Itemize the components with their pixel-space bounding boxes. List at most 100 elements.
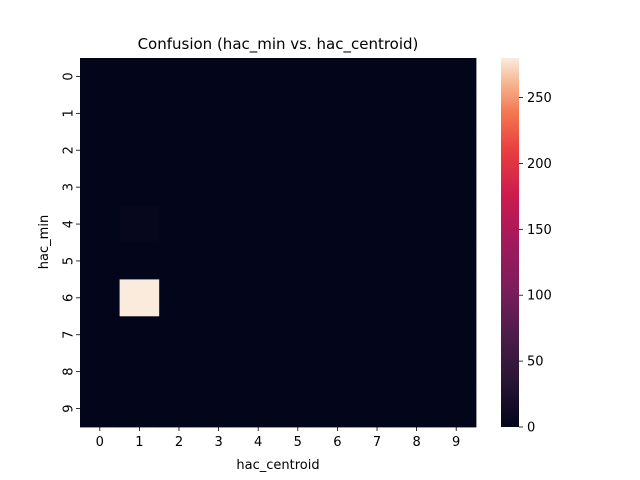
heatmap-cell [278, 353, 318, 391]
heatmap-cell [119, 94, 160, 133]
heatmap-cell [119, 242, 160, 280]
colorbar-tick-label: 150 [527, 223, 552, 238]
heatmap-cell [436, 242, 477, 280]
heatmap-cell [436, 279, 477, 317]
heatmap-cell [119, 316, 160, 354]
heatmap-cell [436, 205, 477, 243]
heatmap-cell [317, 353, 358, 391]
heatmap-cell [357, 316, 398, 354]
y-tick-label: 6 [62, 294, 77, 302]
heatmap-cell [159, 131, 200, 170]
heatmap-cell [278, 205, 318, 243]
heatmap-cell [317, 390, 358, 428]
colorbar-tick-label: 200 [527, 157, 552, 172]
heatmap-cell [159, 58, 200, 96]
heatmap-cell [119, 390, 160, 428]
heatmap-cell [238, 353, 279, 391]
heatmap-cell [80, 316, 120, 354]
heatmap-cell [198, 168, 239, 206]
heatmap-cell [436, 168, 477, 206]
heatmap-cell [317, 205, 358, 243]
x-tick-label: 4 [254, 435, 262, 450]
heatmap-cell [80, 205, 120, 243]
heatmap-cell [238, 94, 279, 133]
y-tick-label: 3 [62, 183, 77, 191]
heatmap-cell [396, 316, 437, 354]
heatmap-cell [317, 58, 358, 96]
heatmap-cell [396, 58, 437, 96]
heatmap-cell [357, 242, 398, 280]
heatmap-cell [80, 279, 120, 317]
heatmap-cell [80, 131, 120, 170]
heatmap-cell [278, 94, 318, 133]
heatmap-cell [159, 168, 200, 206]
colorbar-tick-label: 100 [527, 289, 552, 304]
heatmap-cell [119, 353, 160, 391]
heatmap-cell [238, 58, 279, 96]
heatmap-cell [159, 316, 200, 354]
heatmap-cell [198, 58, 239, 96]
y-tick-label: 4 [62, 220, 77, 228]
heatmap-cell [317, 94, 358, 133]
heatmap-cell [159, 242, 200, 280]
heatmap-cell [80, 242, 120, 280]
y-tick-label: 9 [62, 404, 77, 412]
y-tick-label: 1 [62, 109, 77, 117]
x-tick-label: 0 [96, 435, 104, 450]
heatmap-cell [396, 279, 437, 317]
chart-title: Confusion (hac_min vs. hac_centroid) [138, 35, 419, 54]
heatmap-cells [80, 58, 477, 428]
heatmap-cell [198, 242, 239, 280]
x-tick-label: 6 [333, 435, 341, 450]
heatmap-cell [396, 205, 437, 243]
heatmap-cell [357, 94, 398, 133]
x-tick-label: 3 [214, 435, 222, 450]
heatmap-cell [436, 353, 477, 391]
heatmap-cell [119, 58, 160, 96]
heatmap-cell [436, 316, 477, 354]
heatmap-cell [238, 316, 279, 354]
heatmap-cell [357, 353, 398, 391]
heatmap-cell [278, 279, 318, 317]
heatmap-cell [278, 168, 318, 206]
heatmap-cell [238, 242, 279, 280]
heatmap-cell [198, 205, 239, 243]
heatmap-cell [436, 94, 477, 133]
y-tick-label: 7 [62, 331, 77, 339]
y-tick-label: 5 [62, 257, 77, 265]
heatmap-cell [357, 390, 398, 428]
heatmap-cell [396, 390, 437, 428]
heatmap-cell [357, 205, 398, 243]
y-tick-label: 8 [62, 368, 77, 376]
x-tick-label: 1 [135, 435, 143, 450]
heatmap-cell [119, 279, 160, 317]
heatmap-cell [278, 316, 318, 354]
x-tick-label: 2 [175, 435, 183, 450]
heatmap-cell [238, 390, 279, 428]
heatmap-cell [119, 131, 160, 170]
x-tick-label: 9 [452, 435, 460, 450]
y-tick-label: 0 [62, 72, 77, 80]
heatmap-cell [159, 279, 200, 317]
heatmap-cell [357, 279, 398, 317]
colorbar-tick-label: 250 [527, 91, 552, 106]
heatmap-cell [396, 168, 437, 206]
heatmap-cell [198, 390, 239, 428]
heatmap-cell [436, 131, 477, 170]
heatmap-cell [80, 58, 120, 96]
heatmap-cell [198, 316, 239, 354]
heatmap-cell [159, 390, 200, 428]
heatmap-cell [80, 168, 120, 206]
heatmap-cell [238, 205, 279, 243]
heatmap-cell [357, 58, 398, 96]
heatmap-cell [159, 94, 200, 133]
heatmap-cell [317, 279, 358, 317]
heatmap-cell [198, 94, 239, 133]
x-tick-label: 5 [294, 435, 302, 450]
colorbar-tick-label: 50 [527, 355, 544, 370]
heatmap-cell [396, 353, 437, 391]
x-axis-ticks: 0 1 2 3 4 5 6 7 8 9 [96, 427, 460, 450]
x-tick-label: 7 [373, 435, 381, 450]
heatmap-cell [317, 168, 358, 206]
